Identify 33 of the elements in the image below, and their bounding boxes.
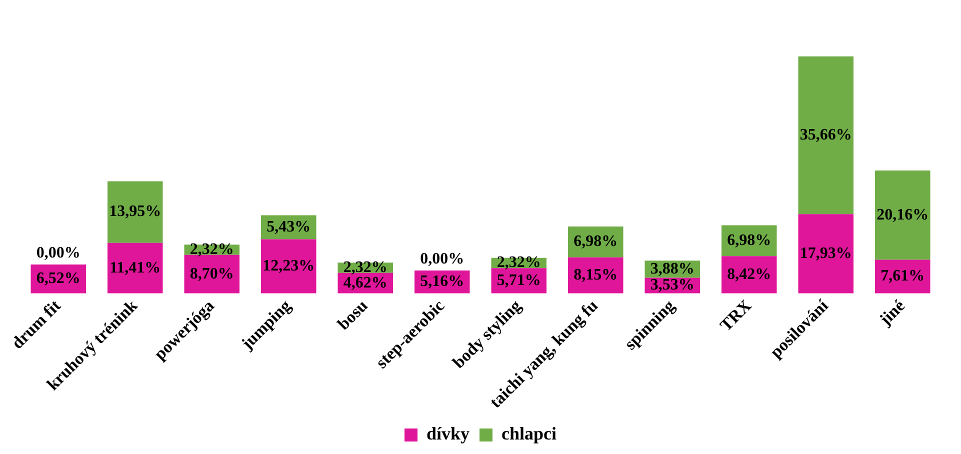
data-label: 6,98% (574, 233, 618, 250)
data-label: 11,41% (110, 259, 161, 276)
bar (798, 214, 854, 294)
data-label: 8,70% (190, 265, 234, 282)
data-label: 4,62% (343, 274, 388, 292)
data-label: 12,23% (262, 257, 315, 274)
data-label: 35,66% (800, 126, 852, 144)
data-label: 3,53% (650, 276, 694, 294)
data-label: 13,95% (109, 203, 162, 220)
data-label: 6,98% (727, 232, 772, 249)
bar (107, 242, 163, 294)
bar (107, 181, 163, 243)
data-label: 7,61% (880, 268, 925, 285)
data-label: 8,15% (574, 266, 618, 284)
data-label: 2,32% (343, 258, 388, 276)
data-label: 0,00% (36, 244, 80, 262)
legend-label: dívky (426, 424, 470, 444)
data-label: 3,88% (650, 260, 694, 278)
data-label: 2,32% (496, 254, 541, 272)
data-label: 5,43% (266, 218, 311, 236)
data-label: 5,16% (420, 273, 464, 290)
data-label: 20,16% (876, 206, 929, 224)
legend-label: chlapci (502, 424, 557, 444)
bar (874, 170, 930, 260)
data-label: 17,93% (800, 244, 852, 262)
x-tick-label: bosu (334, 296, 372, 334)
bar (260, 239, 316, 294)
data-label: 6,52% (36, 270, 80, 288)
data-label: 8,42% (727, 266, 772, 283)
data-label: 2,32% (190, 240, 234, 258)
data-label: 0,00% (420, 250, 464, 268)
bar (798, 56, 854, 214)
data-label: 5,71% (496, 272, 541, 289)
